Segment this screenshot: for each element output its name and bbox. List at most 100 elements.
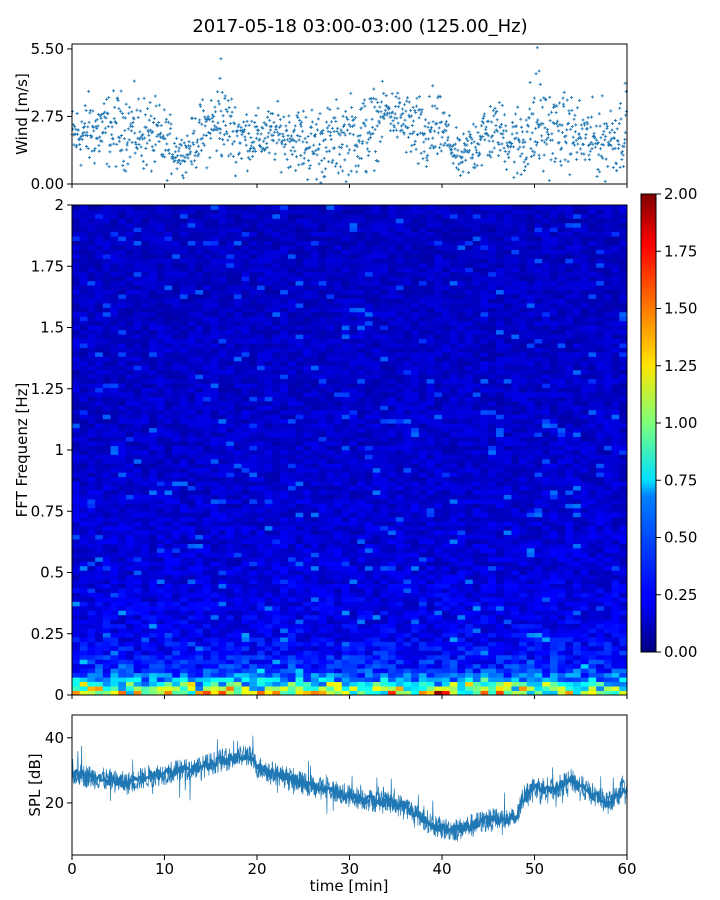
spectrogram-cell xyxy=(318,641,327,647)
spectrogram-cell xyxy=(257,525,266,531)
spectrogram-cell xyxy=(164,681,173,687)
spectrogram-cell xyxy=(218,672,227,678)
spectrogram-cell xyxy=(619,512,628,518)
spectrogram-cell xyxy=(588,521,597,527)
spectrogram-cell xyxy=(480,543,489,549)
spectrogram-cell xyxy=(472,686,481,691)
spectrogram-cell xyxy=(573,592,582,598)
spectrogram-cell xyxy=(557,467,566,473)
spectrogram-cell xyxy=(87,512,96,518)
spectrogram-cell xyxy=(488,467,497,473)
spectrogram-cell xyxy=(195,525,204,531)
spectrogram-cell xyxy=(110,561,119,567)
spectrogram-cell xyxy=(179,472,189,478)
spectrogram-cell xyxy=(257,641,266,647)
spectrogram-cell xyxy=(179,490,189,495)
spectrogram-cell xyxy=(287,583,296,589)
spectrogram-cell xyxy=(87,690,96,696)
spectrogram-cell xyxy=(318,543,327,549)
spectrogram-cell xyxy=(95,516,104,522)
wind-point xyxy=(547,113,551,117)
spectrogram-cell xyxy=(403,503,412,509)
spectrogram-cell xyxy=(195,476,204,482)
wind-point xyxy=(374,150,378,154)
spectrogram-cell xyxy=(110,543,119,549)
spectrogram-cell xyxy=(519,597,528,602)
spectrogram-cell xyxy=(465,539,474,544)
spectrogram-cell xyxy=(426,632,435,638)
spectrogram-cell xyxy=(449,628,458,634)
spectrogram-cell xyxy=(388,632,397,638)
spectrogram-cell xyxy=(218,641,227,647)
spectrogram-cell xyxy=(172,579,181,585)
spectrogram-cell xyxy=(272,690,281,696)
wind-point xyxy=(365,170,369,174)
spectrogram-cell xyxy=(310,516,320,522)
spectrogram-cell xyxy=(110,534,119,540)
spectrogram-cell xyxy=(210,650,219,656)
spectrogram-cell xyxy=(596,610,605,616)
wind-point xyxy=(283,152,287,156)
spectrogram-cell xyxy=(156,637,165,642)
spectrogram-cell xyxy=(449,605,458,611)
spectrogram-cell xyxy=(611,552,620,558)
spectrogram-cell xyxy=(511,668,520,674)
spectrogram-cell xyxy=(457,637,466,642)
wind-point xyxy=(550,138,554,142)
spectrogram-cell xyxy=(519,543,528,549)
spectrogram-cell xyxy=(295,507,304,513)
spectrogram-cell xyxy=(272,556,281,562)
wind-point xyxy=(114,165,118,169)
wind-point xyxy=(362,98,366,102)
spectrogram-cell xyxy=(102,659,111,665)
wind-point xyxy=(289,149,293,153)
spectrogram-cell xyxy=(87,668,96,674)
wind-point xyxy=(167,148,171,152)
spectrogram-cell xyxy=(133,534,142,540)
spectrogram-cell xyxy=(95,579,104,585)
spectrogram-cell xyxy=(434,650,443,656)
spectrogram-cell xyxy=(549,530,559,536)
spectrogram-cell xyxy=(118,476,127,482)
spectrogram-cell xyxy=(218,521,227,527)
spectrogram-cell xyxy=(241,565,250,571)
spectrogram-cell xyxy=(226,597,235,602)
spectrogram-cell xyxy=(280,499,289,504)
spectrogram-cell xyxy=(241,588,250,593)
spectrogram-cell xyxy=(310,650,320,656)
spectrogram-cell xyxy=(611,561,620,567)
spectrogram-cell xyxy=(241,579,250,585)
spectrogram-cell xyxy=(596,490,605,495)
spectrogram-cell xyxy=(118,686,127,691)
spectrogram-cell xyxy=(187,561,196,567)
spectrogram-cell xyxy=(149,552,158,558)
spectrogram-cell xyxy=(118,579,127,585)
spectrogram-cell xyxy=(357,614,366,620)
wind-point xyxy=(163,148,167,152)
spectrogram-cell xyxy=(272,601,281,607)
wind-point xyxy=(126,162,130,166)
wind-point xyxy=(519,117,523,121)
spectrogram-cell xyxy=(203,677,212,683)
spectrogram-cell xyxy=(426,646,435,651)
spectrogram-cell xyxy=(619,650,628,656)
wind-point xyxy=(568,173,572,177)
spectrogram-cell xyxy=(110,686,119,691)
spectrogram-cell xyxy=(326,490,335,495)
spectrogram-cell xyxy=(241,614,250,620)
spectrogram-cell xyxy=(172,646,181,651)
spectrogram-cell xyxy=(534,628,543,634)
spectrogram-cell xyxy=(611,659,620,665)
spectrogram-cell xyxy=(411,548,420,553)
spectrogram-cell xyxy=(110,641,119,647)
spectrogram-cell xyxy=(357,476,366,482)
spectrogram-cell xyxy=(495,672,505,678)
wind-point xyxy=(111,137,115,141)
spectrogram-cell xyxy=(495,677,505,683)
spectrogram-cell xyxy=(164,574,173,580)
spectrogram-cell xyxy=(488,650,497,656)
wind-point xyxy=(80,120,84,124)
wind-point xyxy=(263,136,267,140)
wind-point xyxy=(529,147,533,151)
spectrogram-cell xyxy=(334,472,343,478)
